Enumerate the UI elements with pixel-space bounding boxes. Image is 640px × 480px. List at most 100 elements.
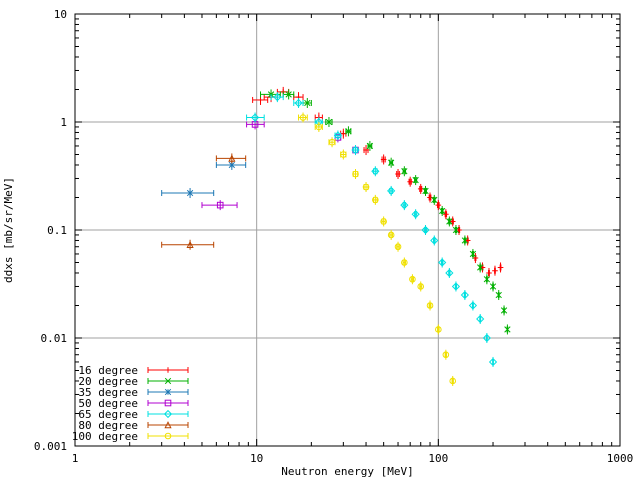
- series-20-degree: [260, 89, 511, 335]
- data-point: [387, 229, 395, 240]
- legend-entry: 50 degree: [78, 397, 189, 410]
- plus-glyph: [443, 211, 449, 218]
- cross-glyph: [483, 276, 491, 283]
- point-marker: [431, 196, 438, 204]
- data-point: [215, 153, 247, 164]
- point-marker: [435, 202, 442, 208]
- point-marker: [443, 211, 449, 218]
- data-point: [427, 192, 433, 203]
- point-marker: [352, 170, 359, 178]
- data-marks: [161, 86, 511, 386]
- data-point: [401, 166, 408, 177]
- legend-label: 50 degree: [78, 397, 138, 410]
- cross-glyph: [345, 128, 352, 135]
- cross-glyph: [366, 142, 374, 150]
- point-marker: [445, 268, 454, 278]
- data-point: [407, 176, 413, 187]
- star-glyph: [228, 161, 235, 169]
- data-point: [387, 185, 396, 196]
- data-point: [460, 290, 469, 301]
- point-marker: [477, 264, 484, 271]
- legend-label: 20 degree: [78, 375, 138, 388]
- cross-glyph: [500, 307, 508, 314]
- data-point: [380, 154, 387, 165]
- diamond-glyph: [451, 282, 461, 291]
- series-35-degree: [161, 159, 247, 199]
- point-marker: [250, 113, 260, 122]
- point-marker: [380, 218, 387, 225]
- point-marker: [497, 264, 504, 271]
- legend-entry: 65 degree: [78, 408, 189, 421]
- point-marker: [489, 283, 497, 290]
- cross-glyph: [304, 99, 311, 107]
- circle-glyph: [362, 183, 370, 191]
- data-point: [325, 117, 333, 127]
- point-marker: [371, 167, 380, 176]
- circle-glyph: [442, 351, 450, 359]
- data-point: [351, 145, 360, 156]
- cross-glyph: [325, 118, 333, 126]
- legend-entry: 20 degree: [78, 375, 189, 388]
- point-marker: [388, 159, 395, 166]
- point-marker: [468, 301, 478, 310]
- cross-glyph: [495, 291, 502, 299]
- data-point: [468, 300, 478, 311]
- legend-marker: [163, 409, 173, 419]
- plus-glyph: [395, 171, 401, 177]
- point-marker: [228, 154, 236, 162]
- data-point: [439, 205, 446, 216]
- x-tick-label: 100: [428, 452, 448, 465]
- x-axis-label: Neutron energy [MeV]: [281, 465, 413, 478]
- data-point: [421, 225, 430, 235]
- point-marker: [417, 186, 424, 192]
- data-point: [445, 267, 454, 278]
- square-glyph: [216, 201, 224, 209]
- point-marker: [482, 333, 491, 343]
- point-marker: [500, 307, 508, 314]
- y-tick-label: 0.1: [47, 224, 67, 237]
- cross-glyph: [477, 264, 484, 271]
- point-marker: [442, 351, 450, 359]
- point-marker: [426, 302, 434, 309]
- circle-glyph: [340, 151, 347, 158]
- legend-label: 80 degree: [78, 419, 138, 432]
- series-100-degree: [298, 112, 457, 386]
- data-point: [345, 126, 352, 137]
- legend-marker: [164, 421, 172, 429]
- square-glyph: [164, 399, 172, 407]
- data-point: [400, 200, 409, 211]
- legend-label: 35 degree: [78, 386, 138, 399]
- x-tick-label: 1000: [607, 452, 634, 465]
- point-marker: [257, 97, 264, 103]
- point-marker: [216, 201, 224, 209]
- diamond-glyph: [351, 145, 360, 155]
- cross-glyph: [469, 250, 477, 258]
- point-marker: [411, 210, 420, 219]
- point-marker: [407, 178, 413, 185]
- cross-glyph: [431, 196, 438, 204]
- point-marker: [430, 236, 439, 245]
- diamond-glyph: [460, 290, 469, 300]
- data-point: [435, 200, 442, 211]
- point-marker: [412, 176, 419, 184]
- data-point: [314, 121, 323, 132]
- data-point: [482, 333, 491, 343]
- legend-label: 16 degree: [78, 364, 138, 377]
- point-marker: [333, 131, 343, 140]
- diamond-glyph: [476, 314, 485, 324]
- point-marker: [328, 138, 336, 146]
- point-marker: [186, 189, 194, 197]
- legend-entry: 80 degree: [78, 419, 189, 432]
- circle-glyph: [328, 138, 336, 146]
- circle-glyph: [409, 275, 416, 283]
- data-point: [372, 194, 379, 205]
- diamond-glyph: [400, 201, 409, 210]
- point-marker: [387, 186, 396, 196]
- data-point: [477, 262, 484, 273]
- point-marker: [449, 218, 456, 225]
- plus-glyph: [165, 367, 171, 373]
- point-marker: [294, 98, 303, 108]
- diamond-glyph: [421, 225, 430, 235]
- data-point: [395, 169, 401, 180]
